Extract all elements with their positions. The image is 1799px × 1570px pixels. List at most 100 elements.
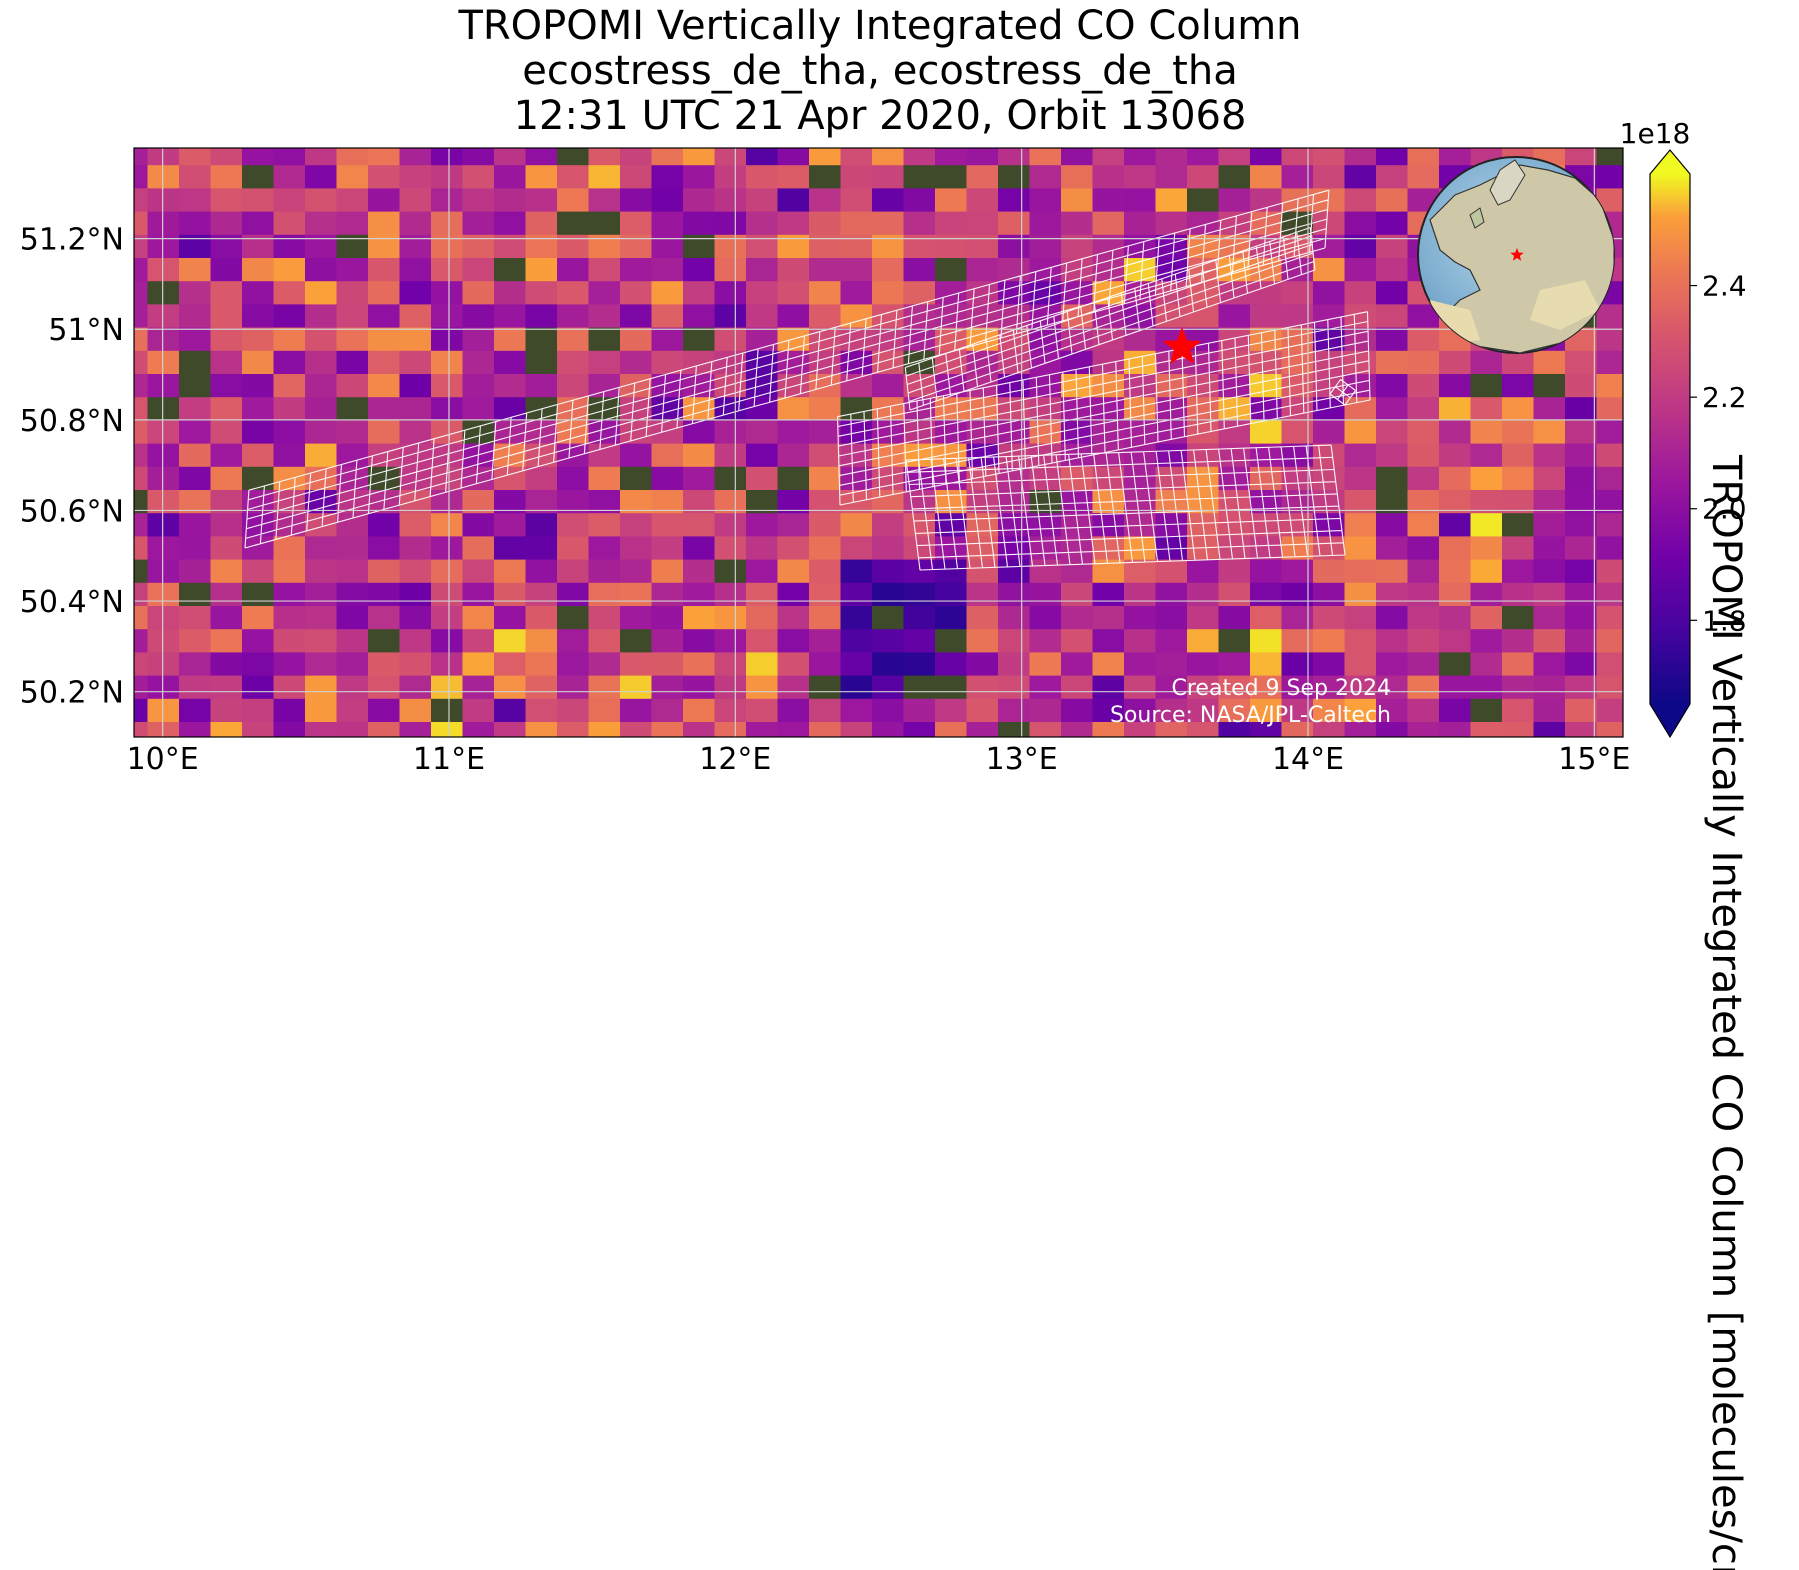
- heatmap-cell: [746, 258, 779, 282]
- heatmap-cell: [1376, 327, 1409, 352]
- heatmap-cell: [746, 629, 779, 653]
- heatmap-cell: [557, 350, 590, 375]
- heatmap-cell: [147, 698, 180, 723]
- heatmap-cell: [809, 397, 842, 421]
- heatmap-cell: [714, 350, 747, 375]
- heatmap-cell: [179, 234, 212, 259]
- heatmap-cell: [966, 148, 999, 166]
- heatmap-cell: [557, 234, 590, 259]
- heatmap-cell: [1470, 582, 1503, 607]
- heatmap-cell: [336, 234, 369, 259]
- heatmap-cell: [1439, 148, 1472, 166]
- plot-frame: [133, 147, 1624, 738]
- heatmap-cell: [273, 536, 306, 561]
- heatmap-cell: [620, 211, 653, 236]
- heatmap-cell: [840, 559, 873, 584]
- heatmap-cell: [1596, 536, 1623, 561]
- heatmap-cell: [840, 188, 873, 213]
- heatmap-cell: [966, 582, 999, 607]
- heatmap-cell: [1407, 327, 1440, 352]
- heatmap-cell: [210, 652, 243, 677]
- heatmap-cell: [683, 327, 716, 352]
- heatmap-cell: [1407, 397, 1440, 421]
- heatmap-cell: [1029, 722, 1062, 737]
- heatmap-cell: [210, 148, 243, 166]
- heatmap-cell: [1092, 443, 1125, 468]
- heatmap-cell: [147, 304, 180, 329]
- heatmap-cell: [1344, 420, 1377, 445]
- heatmap-cell: [336, 148, 369, 166]
- heatmap-cell: [134, 629, 149, 653]
- heatmap-cell: [588, 304, 621, 329]
- heatmap-cell: [1439, 722, 1472, 737]
- heatmap-cell: [147, 559, 180, 584]
- heatmap-cell: [966, 443, 999, 468]
- heatmap-cell: [525, 148, 558, 166]
- heatmap-cell: [1596, 165, 1623, 189]
- heatmap-cell: [147, 629, 180, 653]
- heatmap-cell: [525, 490, 558, 514]
- heatmap-cell: [1470, 490, 1503, 514]
- heatmap-cell: [1502, 582, 1535, 607]
- heatmap-cell: [651, 606, 684, 630]
- heatmap-cell: [1250, 281, 1283, 305]
- heatmap-cell: [1092, 327, 1125, 352]
- heatmap-cell: [935, 148, 968, 166]
- heatmap-cell: [368, 559, 401, 584]
- heatmap-cell: [305, 745, 337, 769]
- heatmap-cell: [809, 513, 842, 537]
- heatmap-cell: [494, 513, 527, 537]
- heatmap-cell: [1565, 606, 1598, 630]
- heatmap-cell: [1281, 675, 1314, 700]
- heatmap-cell: [525, 350, 558, 375]
- heatmap-cell: [147, 652, 180, 677]
- heatmap-cell: [1407, 629, 1440, 653]
- heatmap-cell: [1187, 443, 1220, 468]
- heatmap-cell: [305, 258, 338, 282]
- heatmap-cell: [525, 165, 558, 189]
- heatmap-cell: [336, 698, 369, 723]
- heatmap-cell: [746, 606, 779, 630]
- heatmap-cell: [179, 698, 212, 723]
- heatmap-cell: [494, 652, 527, 677]
- heatmap-cell: [1029, 606, 1062, 630]
- heatmap-cell: [525, 304, 558, 329]
- heatmap-cell: [620, 304, 653, 329]
- heatmap-cell: [903, 211, 936, 236]
- heatmap-cell: [368, 722, 401, 737]
- heatmap-cell: [872, 582, 905, 607]
- heatmap-cell: [1344, 165, 1377, 189]
- heatmap-cell: [1187, 582, 1220, 607]
- heatmap-cell: [1281, 165, 1314, 189]
- heatmap-cell: [1344, 327, 1377, 352]
- heatmap-cell: [210, 211, 243, 236]
- heatmap-cell: [134, 606, 149, 630]
- heatmap-cell: [1502, 466, 1535, 491]
- heatmap-cell: [872, 559, 905, 584]
- heatmap-cell: [588, 606, 621, 630]
- heatmap-cell: [210, 165, 243, 189]
- heatmap-cell: [620, 397, 653, 421]
- heatmap-cell: [998, 652, 1031, 677]
- heatmap-cell: [588, 443, 621, 468]
- heatmap-cell: [935, 652, 968, 677]
- heatmap-cell: [1029, 652, 1062, 677]
- heatmap-cell: [1376, 258, 1409, 282]
- heatmap-cell: [336, 559, 369, 584]
- heatmap-cell: [1502, 629, 1535, 653]
- heatmap-cell: [1061, 559, 1094, 584]
- heatmap-cell: [809, 559, 842, 584]
- heatmap-cell: [1092, 234, 1125, 259]
- heatmap-cell: [179, 722, 212, 737]
- heatmap-cell: [746, 304, 779, 329]
- heatmap-cell: [273, 397, 306, 421]
- heatmap-cell: [1124, 629, 1157, 653]
- heatmap-cell: [134, 397, 149, 421]
- heatmap-cell: [809, 466, 842, 491]
- heatmap-cell: [1187, 304, 1220, 329]
- heatmap-cell: [777, 698, 810, 723]
- heatmap-cell: [1061, 582, 1094, 607]
- heatmap-cell: [1628, 745, 1660, 769]
- heatmap-cell: [179, 629, 212, 653]
- heatmap-cell: [1565, 466, 1598, 491]
